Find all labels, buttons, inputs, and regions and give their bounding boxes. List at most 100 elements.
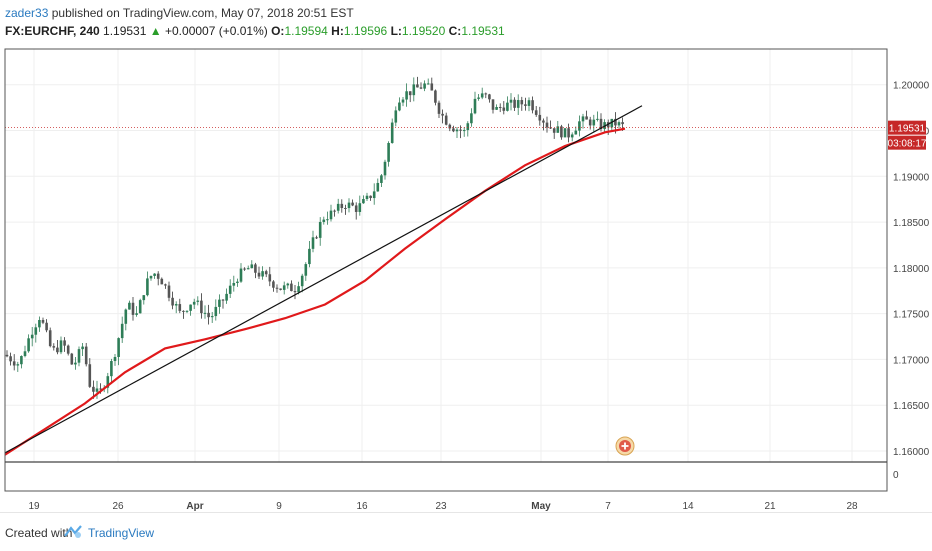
symbol-label: FX:EURCHF, 240 (5, 24, 100, 38)
candle-body (81, 346, 84, 350)
candle-body (380, 175, 383, 183)
candle-body (153, 273, 156, 276)
candle-body (362, 199, 365, 204)
candle-body (250, 264, 254, 269)
candle-body (41, 319, 45, 323)
candle-body (38, 319, 41, 328)
candle-body (92, 386, 95, 392)
candle-body (164, 284, 167, 286)
candle-body (578, 121, 581, 131)
candle-body (419, 87, 423, 89)
candle-body (448, 124, 452, 129)
last-price-badge (888, 120, 926, 135)
candle-body (308, 248, 311, 265)
last-price-badge-text: 1.19531 (889, 124, 926, 135)
candle-body (401, 99, 405, 103)
candle-body (218, 299, 221, 307)
time-tick-label: 26 (112, 501, 124, 512)
volume-tick-label: 0 (893, 470, 899, 481)
candle-body (232, 283, 236, 286)
created-with-text: Created with (5, 526, 73, 540)
candle-body (610, 118, 614, 128)
time-tick-label: 28 (846, 501, 858, 512)
candle-body (48, 330, 52, 347)
candle-body (290, 283, 293, 292)
candle-body (257, 272, 261, 277)
candle-body (322, 219, 326, 222)
price-tick-label: 1.16000 (893, 447, 930, 458)
tradingview-brand-link[interactable]: TradingView (88, 526, 155, 540)
candle-body (243, 268, 246, 270)
candle-body (207, 312, 210, 318)
candle-body (498, 107, 502, 109)
candle-body (214, 306, 218, 317)
time-axis[interactable]: 19 26 Apr 9 16 23 May 7 14 21 28 (28, 501, 858, 512)
time-tick-label: 19 (28, 501, 40, 512)
time-tick-label: 7 (605, 501, 611, 512)
time-tick-label: 9 (276, 501, 282, 512)
candle-body (221, 299, 225, 301)
price-tick-label: 1.18000 (893, 264, 930, 275)
candle-body (358, 203, 362, 212)
candle-body (160, 278, 164, 285)
candle-body (574, 130, 578, 135)
candle-body (340, 203, 344, 209)
time-tick-label: 14 (682, 501, 694, 512)
candle-body (354, 205, 358, 212)
candle-body (228, 285, 232, 294)
trend-line[interactable] (4, 105, 643, 454)
candle-body (372, 191, 376, 199)
candle-body (563, 128, 567, 138)
candle-body (84, 346, 88, 365)
candle-body (117, 338, 120, 358)
candle-body (347, 202, 351, 209)
candle-body (491, 99, 495, 110)
price-tick-label: 1.17500 (893, 310, 930, 321)
candle-body (279, 288, 282, 290)
candle-body (430, 83, 434, 91)
candle-body (56, 347, 59, 353)
candle-body (617, 122, 621, 126)
low-value: 1.19520 (401, 24, 446, 38)
candle-body (470, 113, 473, 124)
chart-area[interactable]: 1.200001.195001.190001.185001.180001.175… (0, 44, 932, 512)
candle-body (138, 300, 142, 314)
candle-body (534, 110, 538, 115)
candle-body (527, 100, 531, 106)
candle-body (592, 119, 596, 126)
candle-body (502, 107, 506, 111)
time-tick-label: May (531, 501, 551, 512)
countdown-badge (888, 135, 926, 150)
price-chart[interactable]: 1.200001.195001.190001.185001.180001.175… (0, 44, 932, 512)
candle-body (113, 357, 117, 362)
candle-body (34, 327, 38, 335)
high-value: 1.19596 (343, 24, 388, 38)
candle-body (131, 302, 135, 315)
candle-body (246, 268, 250, 270)
candle-body (225, 293, 228, 301)
candle-body (16, 364, 20, 366)
candle-body (473, 98, 477, 114)
candle-body (261, 271, 264, 277)
candle-body (59, 340, 63, 353)
chart-header: zader33 published on TradingView.com, Ma… (0, 0, 932, 44)
candle-body (596, 118, 599, 120)
candle-body (394, 110, 398, 123)
author-link[interactable]: zader33 (5, 6, 49, 20)
candle-body (516, 100, 520, 108)
candle-body (542, 120, 545, 123)
price-tick-label: 1.20000 (893, 81, 930, 92)
candle-body (120, 323, 124, 339)
candle-body (9, 356, 12, 362)
plus-circle-icon[interactable] (615, 436, 635, 456)
candle-body (405, 91, 408, 100)
candle-body (12, 361, 16, 366)
candle-body (344, 208, 347, 210)
candle-body (552, 128, 556, 133)
candle-body (383, 161, 387, 176)
candle-body (254, 264, 257, 273)
candle-body (189, 304, 192, 311)
price-tick-label: 1.17000 (893, 355, 930, 366)
tradingview-logo-icon[interactable] (64, 524, 84, 545)
candle-body (462, 130, 466, 132)
